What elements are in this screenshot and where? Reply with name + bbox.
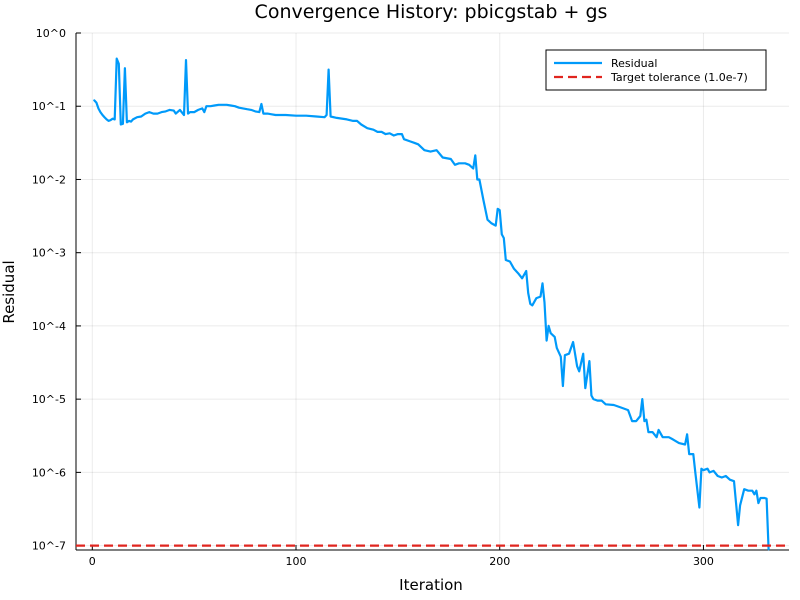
y-tick-label: 10^0 bbox=[36, 27, 66, 40]
y-tick-label: 10^-3 bbox=[32, 247, 66, 260]
y-axis-label: Residual bbox=[0, 260, 18, 323]
x-axis-label: Iteration bbox=[399, 576, 463, 594]
tick-labels: 0 100 200 300 10^0 10^-1 10^-2 10^-3 10^-4 10^-5 1… bbox=[32, 27, 714, 568]
y-tick-label: 10^-6 bbox=[32, 466, 66, 479]
y-tick-label: 10^-7 bbox=[32, 540, 66, 553]
x-tick-label: 100 bbox=[286, 555, 307, 568]
y-tick-label: 10^-1 bbox=[32, 100, 66, 113]
chart-title: Convergence History: pbicgstab + gs bbox=[255, 1, 608, 23]
legend-label-target: Target tolerance (1.0e-7) bbox=[610, 71, 748, 84]
x-tick-label: 200 bbox=[489, 555, 510, 568]
axes bbox=[75, 32, 789, 551]
x-tick-label: 0 bbox=[89, 555, 96, 568]
x-tick-label: 300 bbox=[693, 555, 714, 568]
legend-box bbox=[545, 49, 767, 91]
plot-series bbox=[76, 57, 789, 551]
y-tick-label: 10^-5 bbox=[32, 393, 66, 406]
legend-label-residual: Residual bbox=[611, 57, 657, 70]
series-line-residual bbox=[93, 57, 770, 551]
grid-lines bbox=[76, 32, 789, 550]
legend: Residual Target tolerance (1.0e-7) bbox=[545, 49, 767, 91]
y-tick-label: 10^-4 bbox=[32, 320, 66, 333]
y-tick-label: 10^-2 bbox=[32, 173, 66, 186]
